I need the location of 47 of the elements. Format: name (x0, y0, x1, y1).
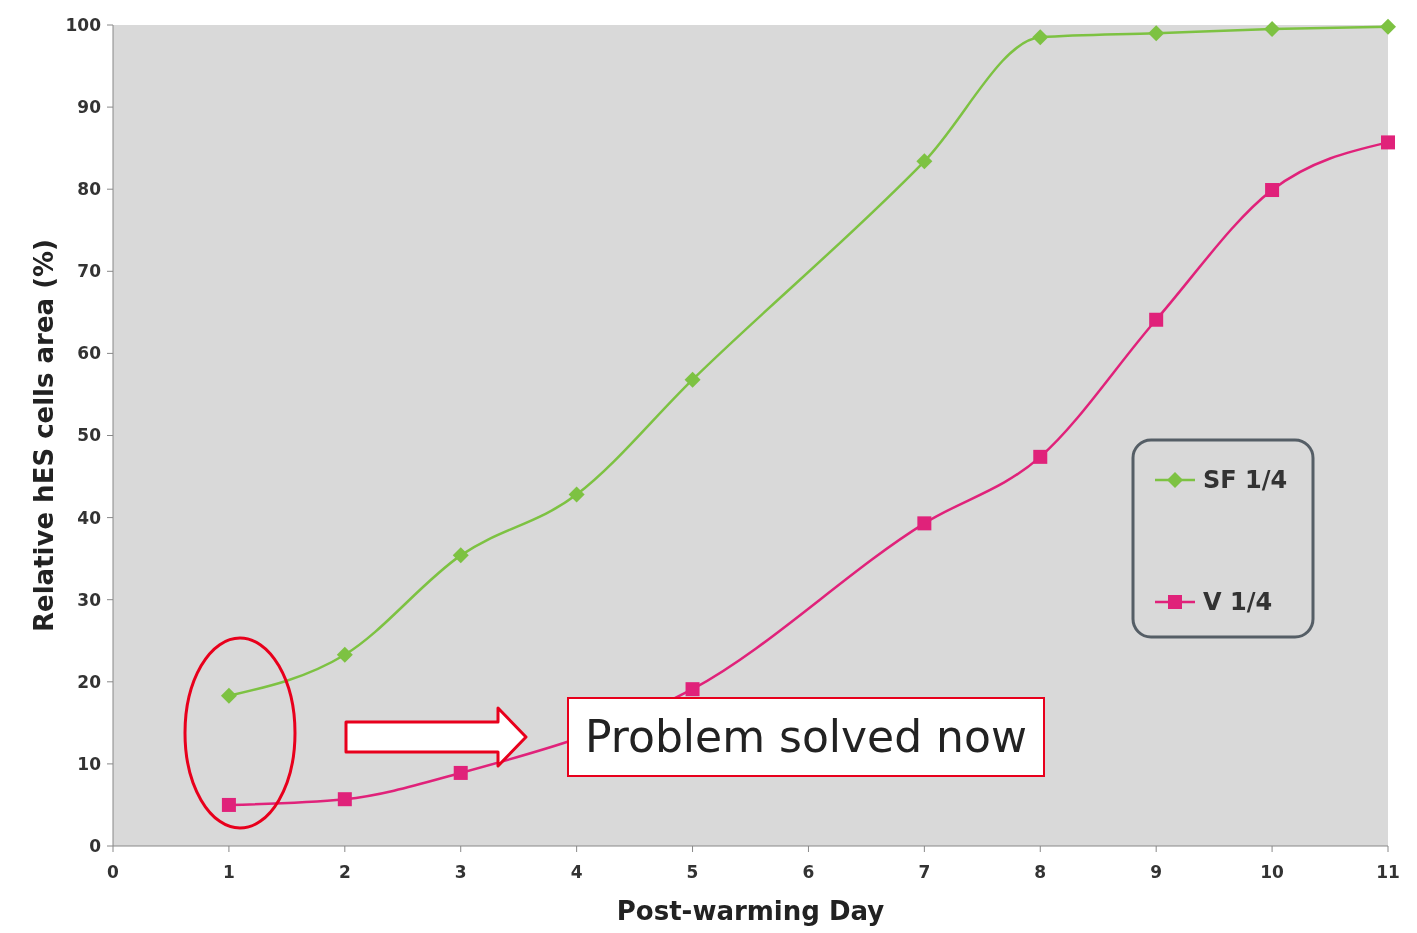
point (221, 797, 236, 812)
x-tick-label: 10 (1260, 862, 1285, 882)
y-tick-label: 30 (77, 589, 102, 610)
y-tick-label: 80 (77, 179, 102, 200)
x-tick-label: 2 (338, 862, 351, 882)
y-tick-label: 0 (89, 835, 102, 856)
point (337, 792, 352, 807)
point (1033, 449, 1048, 464)
point (1148, 25, 1165, 42)
x-tick-label: 6 (802, 862, 815, 882)
y-tick-label: 70 (77, 261, 102, 282)
x-tick-label: 5 (686, 862, 699, 882)
point (1265, 183, 1280, 198)
y-tick-label: 20 (77, 671, 102, 692)
point (1264, 21, 1281, 38)
annotation: Problem solved now (585, 711, 1027, 763)
point (452, 547, 469, 564)
point (1380, 18, 1396, 35)
legend-label: V 1/4 (1203, 588, 1273, 617)
point (916, 153, 933, 170)
y-tick-label: 100 (65, 14, 102, 35)
point (1381, 135, 1395, 150)
x-tick-label: 1 (222, 862, 235, 882)
x-axis-title: Post-warming Day (616, 896, 885, 926)
point (684, 371, 701, 388)
point (220, 687, 237, 704)
legend-label: SF 1/4 (1203, 466, 1288, 495)
y-tick-label: 40 (77, 507, 102, 528)
x-tick-label: 8 (1034, 862, 1047, 882)
y-axis-title: Relative hES cells area (%) (29, 239, 59, 632)
y-tick-label: 10 (77, 753, 102, 774)
point (917, 516, 932, 531)
x-tick-label: 7 (918, 862, 931, 882)
x-tick-label: 0 (107, 862, 120, 882)
y-tick-label: 60 (77, 343, 102, 364)
point (685, 682, 700, 697)
point (336, 646, 353, 663)
x-tick-label: 9 (1150, 862, 1163, 882)
point (568, 486, 585, 503)
y-tick-label: 90 (77, 97, 102, 118)
x-tick-label: 4 (570, 862, 583, 882)
x-tick-label: 3 (454, 862, 467, 882)
point (1149, 312, 1164, 327)
point (453, 765, 468, 780)
y-tick-label: 50 (77, 425, 102, 446)
point (1032, 29, 1049, 46)
x-tick-label: 11 (1376, 862, 1400, 882)
